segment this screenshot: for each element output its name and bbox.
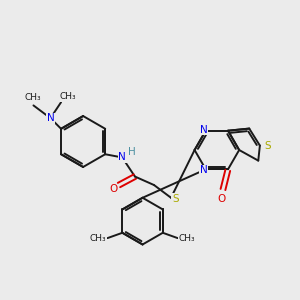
- Text: S: S: [172, 194, 178, 204]
- Text: N: N: [46, 113, 54, 123]
- Text: H: H: [128, 147, 136, 157]
- Text: N: N: [200, 124, 208, 135]
- Text: N: N: [118, 152, 126, 162]
- Text: CH₃: CH₃: [59, 92, 76, 101]
- Text: S: S: [264, 141, 271, 151]
- Text: O: O: [110, 184, 118, 194]
- Text: CH₃: CH₃: [24, 94, 41, 103]
- Text: O: O: [218, 194, 226, 204]
- Text: CH₃: CH₃: [90, 234, 106, 243]
- Text: CH₃: CH₃: [179, 234, 196, 243]
- Text: N: N: [200, 165, 208, 176]
